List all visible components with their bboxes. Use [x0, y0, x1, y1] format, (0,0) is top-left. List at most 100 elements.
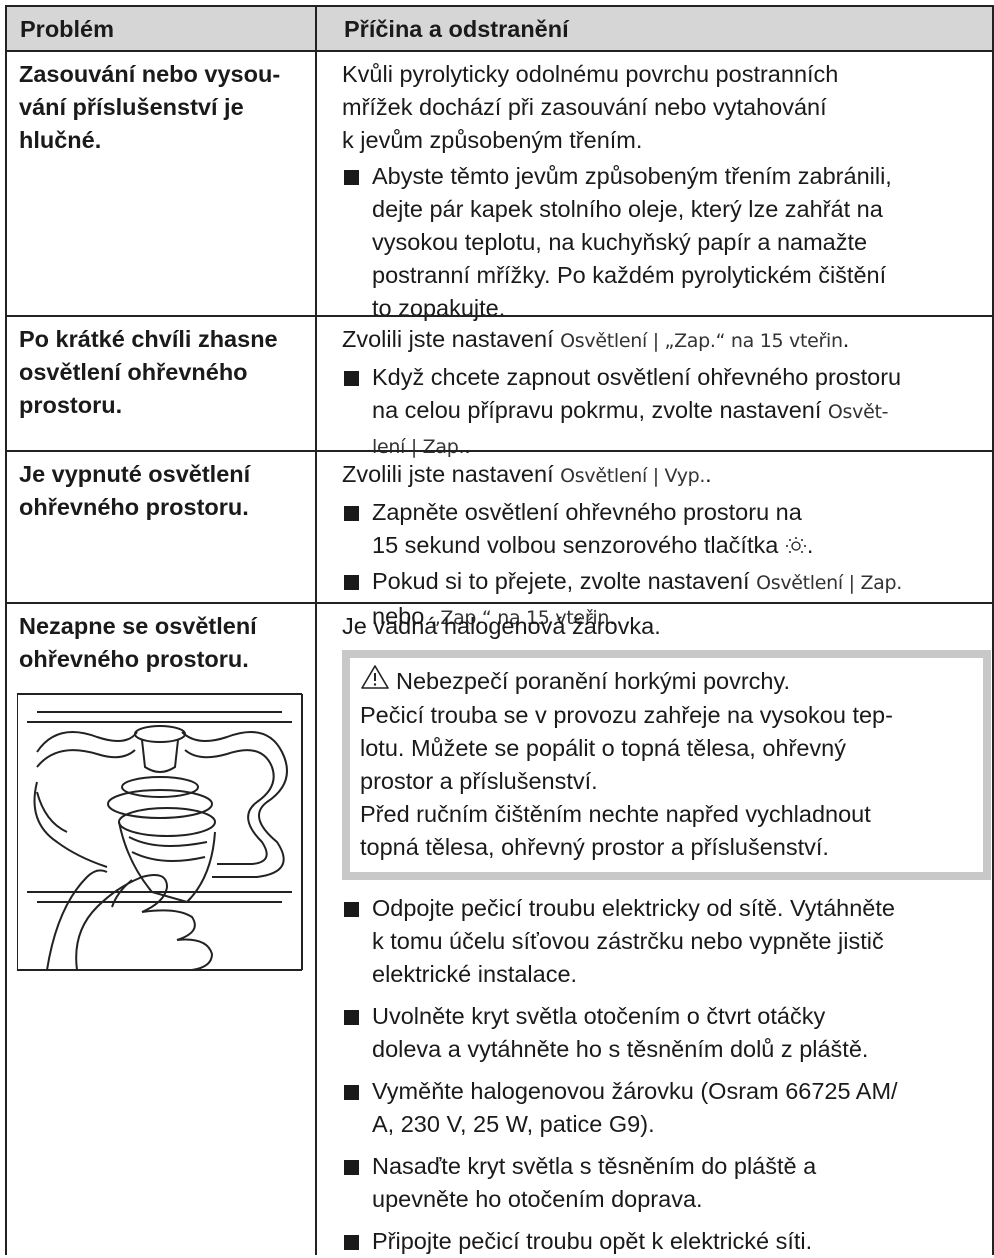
- text: Nasaďte kryt světla s těsněním do pláště…: [372, 1153, 817, 1179]
- text-line: nebo „Zap.“ na 15 vteřin.: [372, 600, 992, 635]
- header-cell: Problém: [5, 5, 315, 51]
- text: na celou přípravu pokrmu, zvolte nastave…: [372, 397, 828, 423]
- problem-line: ohřevného prostoru.: [19, 494, 249, 520]
- warning-line: Pečicí trouba se v provozu zahřeje na vy…: [360, 702, 893, 728]
- text-line: lení | Zap..: [372, 429, 992, 464]
- text: k tomu účelu síťovou zástrčku nebo vypně…: [372, 928, 884, 954]
- warning-line: Před ručním čištěním nechte napřed vychl…: [360, 801, 871, 827]
- problem-line: prostoru.: [19, 392, 123, 418]
- header-cell: Příčina a odstranění: [315, 5, 994, 51]
- text-line: k tomu účelu síťovou zástrčku nebo vypně…: [372, 925, 992, 958]
- text: Kvůli pyrolyticky odolnému povrchu postr…: [342, 61, 839, 87]
- problem-cell: Je vypnuté osvětlení ohřevného prostoru.: [5, 450, 315, 602]
- text: Vyměňte halogenovou žárovku (Osram 66725…: [372, 1078, 898, 1104]
- text-line: Uvolněte kryt světla otočením o čtvrt ot…: [372, 1000, 992, 1033]
- ui-term: lení | Zap.: [372, 436, 465, 458]
- ui-term: Osvět-: [827, 401, 889, 423]
- text-line: Je vadná halogenová žárovka.: [342, 610, 992, 643]
- text-line: Odpojte pečicí troubu elektricky od sítě…: [372, 892, 992, 925]
- text: Zapněte osvětlení ohřevného prostoru na: [372, 499, 802, 525]
- text-line: upevněte ho otočením doprava.: [372, 1183, 992, 1216]
- ui-term: Osvětlení | „Zap.“ na 15 vteřin: [560, 330, 843, 352]
- step: Odpojte pečicí troubu elektricky od sítě…: [342, 892, 992, 991]
- text: Pokud si to přejete, zvolte nastavení: [372, 568, 757, 594]
- text-line: na celou přípravu pokrmu, zvolte nastave…: [372, 394, 992, 429]
- step: Zapněte osvětlení ohřevného prostoru na 1…: [342, 496, 992, 562]
- text-line: mřížek dochází při zasouvání nebo vytaho…: [342, 91, 992, 124]
- text-line: Zapněte osvětlení ohřevného prostoru na: [372, 496, 992, 529]
- text-line: postranní mřížky. Po každém pyrolytickém…: [372, 259, 992, 292]
- text-line: Zvolili jste nastavení Osvětlení | Vyp..: [342, 458, 992, 493]
- step: Vyměňte halogenovou žárovku (Osram 66725…: [342, 1075, 992, 1141]
- text-line: doleva a vytáhněte ho s těsněním dolů z …: [372, 1033, 992, 1066]
- cause-cell: Kvůli pyrolyticky odolnému povrchu postr…: [315, 50, 994, 321]
- text: .: [609, 603, 616, 629]
- problem-line: ohřevného prostoru.: [19, 646, 249, 672]
- cause-cell: Zvolili jste nastavení Osvětlení | „Zap.…: [315, 315, 994, 458]
- text: .: [842, 326, 850, 352]
- text: Připojte pečicí troubu opět k elektrické…: [372, 1228, 813, 1254]
- text: upevněte ho otočením doprava.: [372, 1186, 703, 1212]
- text: Uvolněte kryt světla otočením o čtvrt ot…: [372, 1003, 826, 1029]
- text-line: Vyměňte halogenovou žárovku (Osram 66725…: [372, 1075, 992, 1108]
- text: k jevům způsobeným třením.: [342, 127, 643, 153]
- bullet: [344, 902, 359, 917]
- text-line: Připojte pečicí troubu opět k elektrické…: [372, 1225, 992, 1258]
- header-text: Problém: [20, 16, 115, 42]
- text: Abyste těmto jevům způsobeným třením zab…: [372, 163, 892, 189]
- cause-cell: Je vadná halogenová žárovka. Nebezpečí po…: [315, 602, 994, 1255]
- text: .: [464, 432, 471, 458]
- warning-title: Nebezpečí poranění horkými povrchy.: [360, 664, 973, 699]
- text-line: Zvolili jste nastavení Osvětlení | „Zap.…: [342, 323, 992, 358]
- problem-line: Nezapne se osvětlení: [19, 613, 257, 639]
- text: .: [806, 532, 814, 558]
- problem-cell: Nezapne se osvětlení ohřevného prostoru.: [5, 602, 315, 1255]
- warning-box: Nebezpečí poranění horkými povrchy. Pečic…: [342, 650, 991, 880]
- text: Je vadná halogenová žárovka.: [342, 613, 661, 639]
- bullet: [344, 371, 359, 386]
- text-line: k jevům způsobeným třením.: [342, 124, 992, 157]
- bullet: [344, 1010, 359, 1025]
- bullet: [344, 170, 359, 185]
- text-line: elektrické instalace.: [372, 958, 992, 991]
- warning-line: topná tělesa, ohřevný prostor a přísluše…: [360, 834, 829, 860]
- text: Zvolili jste nastavení: [342, 326, 561, 352]
- step: Abyste těmto jevům způsobeným třením zab…: [342, 160, 992, 325]
- text: vysokou teplotu, na kuchyňský papír a na…: [372, 229, 868, 255]
- warning-title-text: Nebezpečí poranění horkými povrchy.: [396, 668, 791, 694]
- text: .: [705, 461, 712, 487]
- text: elektrické instalace.: [372, 961, 578, 987]
- text-line: Kvůli pyrolyticky odolnému povrchu postr…: [342, 58, 992, 91]
- text: 15 sekund volbou senzorového tlačítka: [372, 532, 785, 558]
- lamp-illustration: [16, 692, 304, 981]
- text: A, 230 V, 25 W, patice G9).: [372, 1111, 655, 1137]
- step: Uvolněte kryt světla otočením o čtvrt ot…: [342, 1000, 992, 1066]
- text: mřížek dochází při zasouvání nebo vytaho…: [342, 94, 827, 120]
- text-line: Když chcete zapnout osvětlení ohřevného …: [372, 361, 992, 394]
- warning-line: prostor a příslušenství.: [360, 768, 598, 794]
- text-line: 15 sekund volbou senzorového tlačítka .: [372, 529, 992, 562]
- bullet: [344, 1235, 359, 1250]
- header-text: Příčina a odstranění: [344, 16, 569, 42]
- problem-line: Je vypnuté osvětlení: [19, 461, 251, 487]
- warning-icon: [360, 664, 396, 699]
- step: Připojte pečicí troubu opět k elektrické…: [342, 1225, 992, 1258]
- text-line: A, 230 V, 25 W, patice G9).: [372, 1108, 992, 1141]
- problem-line: Po krátké chvíli zhasne: [19, 326, 278, 352]
- text: dejte pár kapek stolního oleje, který lz…: [372, 196, 883, 222]
- text-line: Pokud si to přejete, zvolte nastavení Os…: [372, 565, 992, 600]
- text: Odpojte pečicí troubu elektricky od sítě…: [372, 895, 895, 921]
- text: Zvolili jste nastavení: [342, 461, 561, 487]
- text: postranní mřížky. Po každém pyrolytickém…: [372, 262, 887, 288]
- bullet: [344, 575, 359, 590]
- problem-cell: Po krátké chvíli zhasne osvětlení ohřevné…: [5, 315, 315, 450]
- problem-cell: Zasouvání nebo vysou-vání příslušenství …: [5, 50, 315, 315]
- step: Když chcete zapnout osvětlení ohřevného …: [342, 361, 992, 464]
- bullet: [344, 1160, 359, 1175]
- text-line: Nasaďte kryt světla s těsněním do pláště…: [372, 1150, 992, 1183]
- cause-cell: Zvolili jste nastavení Osvětlení | Vyp..…: [315, 450, 994, 629]
- step: Nasaďte kryt světla s těsněním do pláště…: [342, 1150, 992, 1216]
- warning-line: lotu. Můžete se popálit o topná tělesa, …: [360, 735, 846, 761]
- ui-term: Osvětlení | Vyp.: [560, 465, 706, 487]
